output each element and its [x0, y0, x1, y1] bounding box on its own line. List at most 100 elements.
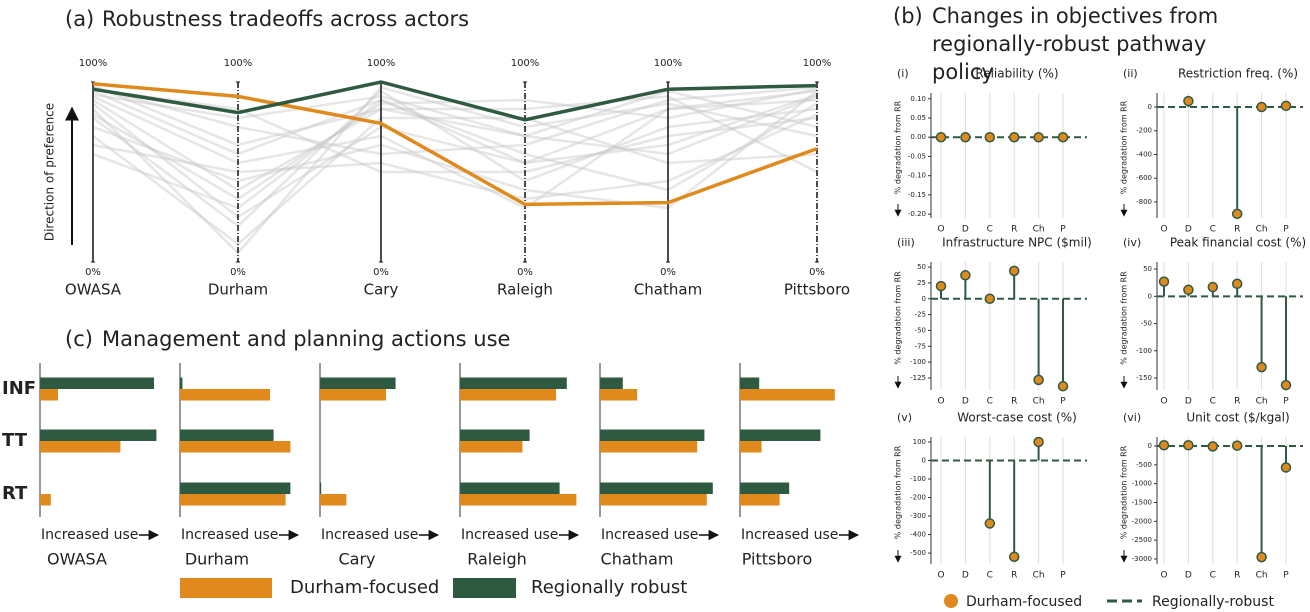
- row-label: TT: [2, 430, 28, 451]
- x-tick-label: R: [1011, 397, 1017, 407]
- dot: [1280, 462, 1292, 473]
- bar: [180, 494, 286, 506]
- dot: [1033, 374, 1044, 386]
- axis-name: OWASA: [65, 281, 122, 299]
- y-tick-label: 0.10: [910, 95, 926, 103]
- dot: [1158, 276, 1170, 287]
- x-tick-label: C: [1210, 571, 1216, 581]
- bar: [460, 377, 567, 389]
- x-tick-label: D: [1185, 225, 1192, 235]
- y-tick-label: 100: [913, 438, 926, 446]
- subplot-title: Restriction freq. (%): [1178, 67, 1298, 81]
- dot: [1033, 131, 1044, 143]
- x-tick-label: R: [1234, 397, 1240, 407]
- bar: [320, 389, 386, 401]
- y-tick-label: -75: [915, 342, 926, 350]
- x-tick-label: O: [937, 225, 944, 235]
- y-tick-label: -3000: [1132, 555, 1152, 563]
- y-tick-label: -0.20: [908, 210, 926, 218]
- panel-title: Changes in objectives from regionally-ro…: [932, 4, 1219, 84]
- dot: [1207, 281, 1219, 293]
- dot: [1256, 551, 1267, 563]
- y-tick-label: -600: [1136, 174, 1152, 182]
- dot: [1231, 278, 1243, 290]
- x-axis-label: Increased use: [181, 527, 278, 543]
- tick-label: 100%: [79, 58, 108, 69]
- panel-name: OWASA: [47, 550, 107, 569]
- axis-name: Raleigh: [497, 281, 553, 299]
- y-tick-label: -0.10: [908, 172, 926, 180]
- y-tick-label: -500: [910, 549, 926, 557]
- subplot-title: Infrastructure NPC ($mil): [942, 236, 1092, 250]
- subplot-label: (iii): [897, 236, 915, 249]
- panel-name: Chatham: [601, 550, 674, 569]
- dot: [1256, 101, 1267, 113]
- dot: [1256, 361, 1267, 373]
- x-tick-label: D: [962, 571, 969, 581]
- x-tick-label: D: [962, 397, 969, 407]
- dot: [960, 131, 971, 143]
- panel-label: (c): [65, 327, 93, 351]
- background-line: [92, 98, 818, 210]
- series-line: [92, 80, 818, 122]
- dot: [984, 131, 996, 143]
- dot: [984, 293, 996, 305]
- bar: [460, 494, 577, 506]
- dot: [1057, 380, 1069, 392]
- dot: [1183, 95, 1194, 107]
- dot: [1183, 439, 1194, 451]
- y-tick-label: -200: [910, 494, 926, 502]
- subplot-title: Reliability (%): [975, 67, 1058, 81]
- y-tick-label: -25: [915, 311, 926, 319]
- background-line: [92, 89, 818, 138]
- x-tick-label: O: [1160, 571, 1167, 581]
- x-tick-label: C: [987, 397, 993, 407]
- tick-label: 0%: [85, 267, 101, 278]
- dot: [935, 131, 947, 143]
- x-axis-label: Increased use: [461, 527, 558, 543]
- legend-marker: [944, 594, 958, 608]
- dot: [1207, 441, 1219, 452]
- panel-title: Robustness tradeoffs across actors: [102, 7, 469, 31]
- y-tick-label: 0: [1148, 292, 1152, 300]
- y-tick-label: -200: [1136, 127, 1152, 135]
- bar: [740, 429, 821, 441]
- tick-label: 100%: [224, 58, 253, 69]
- dot: [935, 280, 947, 292]
- dot: [1033, 436, 1044, 448]
- y-tick-label: -500: [1136, 461, 1152, 469]
- tick-label: 0%: [517, 267, 533, 278]
- tick-label: 100%: [511, 58, 540, 69]
- bar: [320, 482, 322, 494]
- y-axis-label: Direction of preference: [43, 103, 57, 241]
- dot: [1231, 440, 1243, 451]
- x-tick-label: D: [962, 225, 969, 235]
- x-tick-label: C: [987, 571, 993, 581]
- background-line: [92, 95, 818, 192]
- bar: [740, 377, 760, 389]
- subplot-label: (v): [897, 411, 912, 424]
- row-label: INF: [2, 378, 36, 399]
- y-axis-label: % degradation from RR: [1120, 271, 1129, 365]
- bar: [600, 389, 638, 401]
- x-axis-label: Increased use: [601, 527, 698, 543]
- bar: [740, 441, 762, 453]
- bar: [180, 441, 291, 453]
- panel-name: Pittsboro: [742, 550, 813, 569]
- panel-label: (a): [65, 7, 94, 31]
- x-tick-label: R: [1234, 571, 1240, 581]
- x-tick-label: Ch: [1033, 225, 1045, 235]
- bar: [40, 389, 58, 401]
- y-tick-label: -400: [910, 531, 926, 539]
- bar: [40, 429, 157, 441]
- y-tick-label: 0.05: [910, 114, 926, 122]
- axis-name: Chatham: [634, 281, 702, 299]
- x-tick-label: C: [987, 225, 993, 235]
- background-line: [92, 93, 818, 219]
- panel-title: Management and planning actions use: [102, 327, 510, 351]
- x-tick-label: O: [937, 571, 944, 581]
- tick-label: 100%: [803, 58, 832, 69]
- y-axis-label: % degradation from RR: [1120, 445, 1129, 539]
- x-tick-label: R: [1011, 571, 1017, 581]
